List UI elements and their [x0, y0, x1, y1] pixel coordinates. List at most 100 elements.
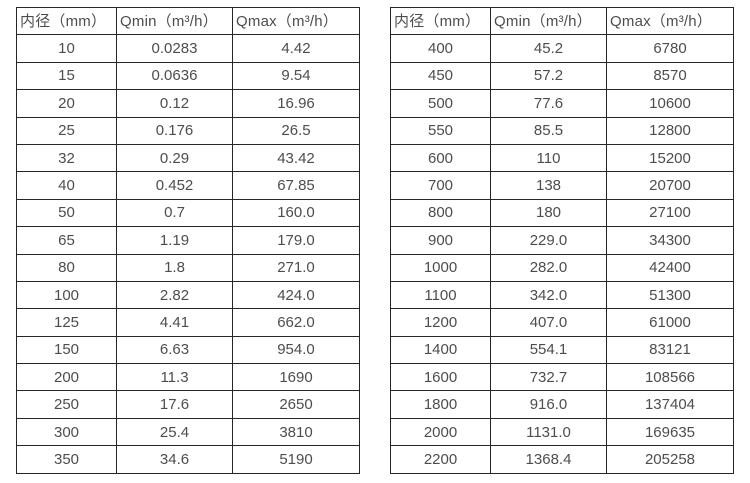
table-cell: 10600	[606, 89, 734, 118]
table-row: 550 85.5 12800	[390, 116, 734, 145]
table-cell: 600	[390, 143, 491, 173]
table-cell: 450	[390, 61, 491, 91]
table-cell: 125	[16, 308, 117, 337]
flow-range-table-small-diameters: 内径（mm） Qmin（m³/h） Qmax（m³/h） 10 0.0283 4.42 1…	[16, 6, 360, 474]
table-row: 20 0.12 16.96	[16, 89, 360, 118]
table-cell: 4.42	[232, 34, 360, 63]
table-row: 100 2.82 424.0	[16, 280, 360, 310]
table-cell: 5190	[232, 445, 360, 474]
table-cell: 83121	[606, 335, 734, 365]
table-row: 1000 282.0 42400	[390, 253, 734, 282]
table-row: 350 34.6 5190	[16, 445, 360, 474]
table-row: 150 6.63 954.0	[16, 335, 360, 365]
table-cell: 0.7	[116, 198, 233, 228]
table-cell: 900	[390, 226, 491, 255]
table-cell: 34300	[606, 226, 734, 255]
table-cell: 12800	[606, 116, 734, 145]
table-cell: 916.0	[490, 390, 607, 419]
table-cell: 15	[16, 61, 117, 91]
header-row: 内径（mm） Qmin（m³/h） Qmax（m³/h）	[16, 6, 360, 36]
header-row: 内径（mm） Qmin（m³/h） Qmax（m³/h）	[390, 6, 734, 36]
table-cell: 2.82	[116, 280, 233, 310]
table-cell: 0.0636	[116, 61, 233, 91]
table-cell: 42400	[606, 253, 734, 282]
table-cell: 342.0	[490, 280, 607, 310]
table-cell: 50	[16, 198, 117, 228]
table-cell: 15200	[606, 143, 734, 173]
table-cell: 1.8	[116, 253, 233, 282]
table-cell: 0.0283	[116, 34, 233, 63]
table-cell: 26.5	[232, 116, 360, 145]
table-cell: 550	[390, 116, 491, 145]
table-cell: 229.0	[490, 226, 607, 255]
table-cell: 32	[16, 143, 117, 173]
table-cell: 6780	[606, 34, 734, 63]
table-row: 900 229.0 34300	[390, 226, 734, 255]
table-cell: 4.41	[116, 308, 233, 337]
table-row: 1100 342.0 51300	[390, 280, 734, 310]
column-header: Qmax（m³/h）	[606, 6, 734, 36]
table-cell: 282.0	[490, 253, 607, 282]
table-cell: 271.0	[232, 253, 360, 282]
table-row: 32 0.29 43.42	[16, 143, 360, 173]
table-row: 450 57.2 8570	[390, 61, 734, 91]
table-cell: 1400	[390, 335, 491, 365]
table-cell: 250	[16, 390, 117, 419]
table-row: 15 0.0636 9.54	[16, 61, 360, 91]
table-cell: 205258	[606, 445, 734, 474]
table-cell: 20700	[606, 171, 734, 200]
table-row: 200 11.3 1690	[16, 363, 360, 392]
table-cell: 9.54	[232, 61, 360, 91]
table-cell: 16.96	[232, 89, 360, 118]
table-cell: 662.0	[232, 308, 360, 337]
table-cell: 800	[390, 198, 491, 228]
table-cell: 65	[16, 226, 117, 255]
table-cell: 80	[16, 253, 117, 282]
table-row: 300 25.4 3810	[16, 417, 360, 447]
column-header: Qmin（m³/h）	[490, 6, 607, 36]
table-cell: 500	[390, 89, 491, 118]
table-cell: 179.0	[232, 226, 360, 255]
table-cell: 1000	[390, 253, 491, 282]
table-cell: 1.19	[116, 226, 233, 255]
column-header: 内径（mm）	[16, 6, 117, 36]
table-cell: 108566	[606, 363, 734, 392]
table-cell: 200	[16, 363, 117, 392]
table-cell: 700	[390, 171, 491, 200]
table-cell: 1800	[390, 390, 491, 419]
table-row: 1400 554.1 83121	[390, 335, 734, 365]
table-row: 600 110 15200	[390, 143, 734, 173]
table-cell: 424.0	[232, 280, 360, 310]
table-row: 50 0.7 160.0	[16, 198, 360, 228]
table-cell: 77.6	[490, 89, 607, 118]
table-cell: 100	[16, 280, 117, 310]
table-row: 40 0.452 67.85	[16, 171, 360, 200]
table-row: 125 4.41 662.0	[16, 308, 360, 337]
table-cell: 57.2	[490, 61, 607, 91]
table-cell: 45.2	[490, 34, 607, 63]
table-cell: 25.4	[116, 417, 233, 447]
table-cell: 2650	[232, 390, 360, 419]
table-cell: 51300	[606, 280, 734, 310]
table-cell: 20	[16, 89, 117, 118]
table-cell: 67.85	[232, 171, 360, 200]
table-cell: 8570	[606, 61, 734, 91]
table-cell: 137404	[606, 390, 734, 419]
table-cell: 732.7	[490, 363, 607, 392]
table-cell: 300	[16, 417, 117, 447]
table-cell: 407.0	[490, 308, 607, 337]
table-row: 500 77.6 10600	[390, 89, 734, 118]
table-cell: 34.6	[116, 445, 233, 474]
table-row: 250 17.6 2650	[16, 390, 360, 419]
table-cell: 350	[16, 445, 117, 474]
table-cell: 2000	[390, 417, 491, 447]
table-cell: 43.42	[232, 143, 360, 173]
table-cell: 110	[490, 143, 607, 173]
table-row: 1800 916.0 137404	[390, 390, 734, 419]
table-cell: 160.0	[232, 198, 360, 228]
table-cell: 150	[16, 335, 117, 365]
table-cell: 1131.0	[490, 417, 607, 447]
table-row: 1600 732.7 108566	[390, 363, 734, 392]
column-header: Qmin（m³/h）	[116, 6, 233, 36]
table-cell: 2200	[390, 445, 491, 474]
